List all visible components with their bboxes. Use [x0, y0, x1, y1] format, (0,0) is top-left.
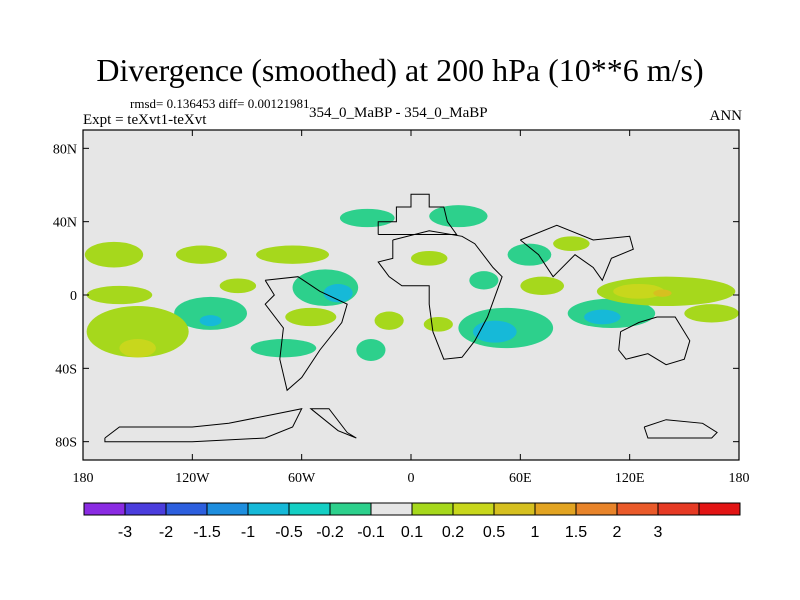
colorbar-label-11: 1.5 — [565, 524, 587, 541]
contour-region-16 — [84, 241, 144, 268]
contour-region-7 — [584, 309, 621, 325]
coastlines — [104, 193, 718, 443]
contour-region-26 — [520, 276, 565, 296]
contour-region-21 — [613, 284, 665, 299]
season-label: ANN — [709, 108, 743, 124]
colorbar-swatch-14 — [657, 502, 700, 516]
axes: 180 120W 60W 0 60E 120E 180 80N 40N 0 40S 80S — [53, 130, 750, 486]
contour-region-29 — [219, 278, 257, 294]
contour-region-18 — [86, 285, 153, 305]
contour-region-27 — [684, 304, 739, 323]
colorbar-label-6: -0.1 — [357, 524, 385, 541]
colorbar-swatch-0 — [83, 502, 126, 516]
coastline-north-america — [377, 193, 458, 235]
contour-region-25 — [374, 311, 404, 330]
chart-title: Divergence (smoothed) at 200 hPa (10**6 … — [96, 52, 704, 88]
contour-region-13 — [469, 271, 499, 290]
contour-region-15 — [119, 339, 156, 358]
coastline-antarctica-far-east — [643, 419, 718, 439]
coastline-asia — [519, 224, 634, 282]
contour-region-3 — [199, 315, 222, 327]
colorbar-label-8: 0.2 — [442, 524, 464, 541]
colorbar-label-12: 2 — [613, 524, 622, 541]
colorbar-label-10: 1 — [531, 524, 540, 541]
x-tick-label-3: 0 — [408, 471, 415, 486]
x-tick-label-2: 60W — [288, 471, 316, 486]
colorbar-label-9: 0.5 — [483, 524, 505, 541]
x-tick-label-4: 60E — [509, 471, 532, 486]
experiment-label: Expt = teXvt1-teXvt — [83, 112, 207, 128]
colorbar-swatch-6 — [329, 502, 372, 516]
colorbar-label-13: 3 — [654, 524, 663, 541]
contour-region-28 — [553, 236, 590, 252]
colorbar-swatch-8 — [411, 502, 454, 516]
colorbar-label-2: -1.5 — [193, 524, 221, 541]
x-tick-label-5: 120E — [615, 471, 645, 486]
x-tick-label-1: 120W — [175, 471, 210, 486]
x-tick-label-0: 180 — [73, 471, 94, 486]
contour-region-23 — [285, 307, 337, 327]
colorbar-swatch-9 — [452, 502, 495, 516]
contour-region-10 — [507, 243, 552, 266]
coastline-australia — [618, 316, 691, 366]
colorbar-swatch-1 — [124, 502, 167, 516]
colorbar-label-1: -2 — [159, 524, 173, 541]
contour-region-8 — [339, 208, 395, 228]
contour-region-17 — [175, 245, 227, 264]
contour-region-11 — [250, 339, 317, 358]
contour-region-19 — [256, 245, 329, 264]
colorbar-label-5: -0.2 — [316, 524, 344, 541]
colorbar-label-7: 0.1 — [401, 524, 423, 541]
coastline-antarctica-west — [104, 408, 303, 443]
colorbar-label-4: -0.5 — [275, 524, 303, 541]
contour-region-24 — [411, 251, 448, 266]
colorbar-swatch-11 — [534, 502, 577, 516]
coastline-south-america — [264, 276, 348, 392]
colorbar-swatch-5 — [288, 502, 331, 516]
contour-region-30 — [423, 317, 453, 332]
y-tick-label-3: 40S — [55, 362, 77, 377]
contour-region-5 — [472, 320, 517, 343]
contour-region-2 — [174, 296, 247, 330]
colorbar-swatch-15 — [698, 502, 741, 516]
contour-region-12 — [356, 339, 386, 361]
y-tick-label-2: 0 — [70, 289, 77, 304]
colorbar: -3 -2 -1.5 -1 -0.5 -0.2 -0.1 0.1 0.2 0.5 1 1.5 2 3 — [83, 502, 741, 541]
colorbar-swatch-13 — [616, 502, 659, 516]
y-tick-label-1: 40N — [53, 216, 77, 231]
colorbar-swatch-4 — [247, 502, 290, 516]
coastline-antarctica-east — [309, 408, 357, 439]
colorbar-swatch-2 — [165, 502, 208, 516]
contour-region-14 — [86, 306, 189, 358]
colorbar-swatch-7 — [370, 502, 413, 516]
colorbar-swatch-12 — [575, 502, 618, 516]
colorbar-swatch-3 — [206, 502, 249, 516]
contour-region-1 — [323, 284, 353, 303]
y-tick-label-0: 80N — [53, 142, 77, 157]
coastline-europe-africa — [377, 230, 503, 360]
contour-region-22 — [653, 289, 672, 297]
colorbar-swatch-10 — [493, 502, 536, 516]
y-tick-label-4: 80S — [55, 436, 77, 451]
rmsd-diff-stats: rmsd= 0.136453 diff= 0.00121981 — [130, 96, 310, 111]
colorbar-label-3: -1 — [241, 524, 255, 541]
colorbar-label-0: -3 — [118, 524, 132, 541]
contour-fills — [84, 205, 739, 361]
x-tick-label-6: 180 — [729, 471, 750, 486]
contour-region-9 — [429, 205, 488, 228]
case-label: 354_0_MaBP - 354_0_MaBP — [309, 105, 488, 121]
